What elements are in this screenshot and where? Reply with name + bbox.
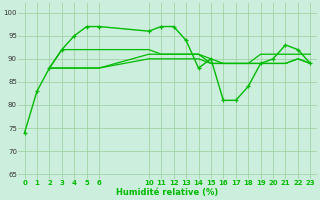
- X-axis label: Humidité relative (%): Humidité relative (%): [116, 188, 219, 197]
